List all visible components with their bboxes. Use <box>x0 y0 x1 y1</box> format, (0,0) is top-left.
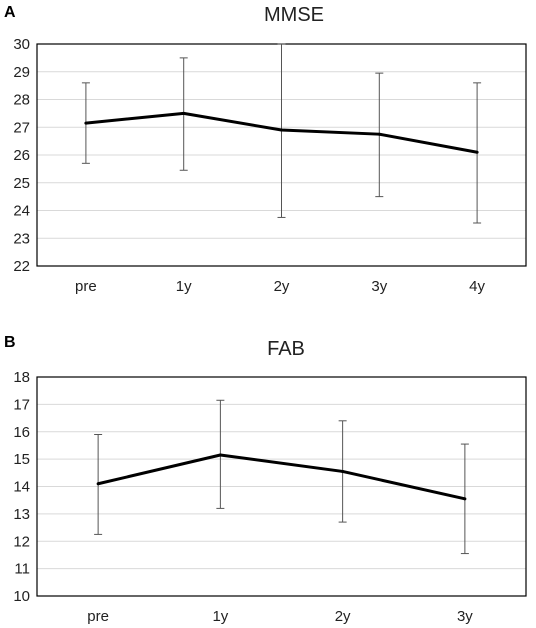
x-tick-label: 3y <box>457 608 473 625</box>
data-point <box>341 469 345 473</box>
y-tick-label: 18 <box>13 369 30 386</box>
data-point <box>218 453 222 457</box>
chart-panel-fab: B FAB 10 11 12 13 14 15 16 17 18 pre 1y 2y 3y <box>0 330 536 628</box>
mmse-chart-svg: 22 23 24 25 26 27 28 29 30 pre 1y 2y 3y 4y <box>13 36 527 295</box>
y-tick-label: 12 <box>13 533 30 550</box>
data-point <box>84 121 88 125</box>
y-tick-label: 17 <box>13 396 30 413</box>
chart-title-mmse: MMSE <box>264 4 324 26</box>
y-tick-label: 11 <box>14 561 30 578</box>
y-tick-label: 23 <box>13 230 30 247</box>
y-tick-label: 13 <box>13 506 30 523</box>
x-tick-label: 3y <box>371 278 387 295</box>
y-tick-label: 24 <box>13 203 30 220</box>
y-tick-label: 25 <box>13 175 30 192</box>
data-point <box>96 482 100 486</box>
y-tick-label: 27 <box>13 119 30 136</box>
x-tick-label: 1y <box>212 608 228 625</box>
x-tick-label: 4y <box>469 278 485 295</box>
y-tick-label: 22 <box>13 258 30 275</box>
data-point <box>182 111 186 115</box>
plot-border <box>36 376 527 597</box>
y-tick-label: 30 <box>13 36 30 53</box>
x-tick-label: pre <box>87 608 109 625</box>
series-line <box>97 453 466 501</box>
panel-letter-b: B <box>4 334 16 351</box>
y-tick-label: 26 <box>13 147 30 164</box>
data-point <box>280 128 283 132</box>
y-tick-label: 29 <box>13 64 30 81</box>
data-point <box>475 150 479 154</box>
y-tick-label: 14 <box>13 479 30 496</box>
data-point <box>463 497 467 501</box>
chart-title-fab: FAB <box>267 338 305 360</box>
x-tick-label: 2y <box>274 278 290 295</box>
y-tick-label: 28 <box>13 92 30 109</box>
y-tick-label: 10 <box>13 588 30 605</box>
y-tick-label: 16 <box>13 424 30 441</box>
panel-letter-a: A <box>4 4 16 21</box>
x-tick-label: 2y <box>335 608 351 625</box>
x-tick-label: pre <box>75 278 97 295</box>
fab-chart-svg: 10 11 12 13 14 15 16 17 18 pre 1y 2y 3y <box>13 369 527 625</box>
chart-panel-mmse: A MMSE 22 23 24 25 26 27 28 29 30 pre 1y 2y 3y 4y <box>0 0 536 310</box>
x-tick-label: 1y <box>176 278 192 295</box>
y-tick-label: 15 <box>13 451 30 468</box>
data-point <box>377 132 381 136</box>
